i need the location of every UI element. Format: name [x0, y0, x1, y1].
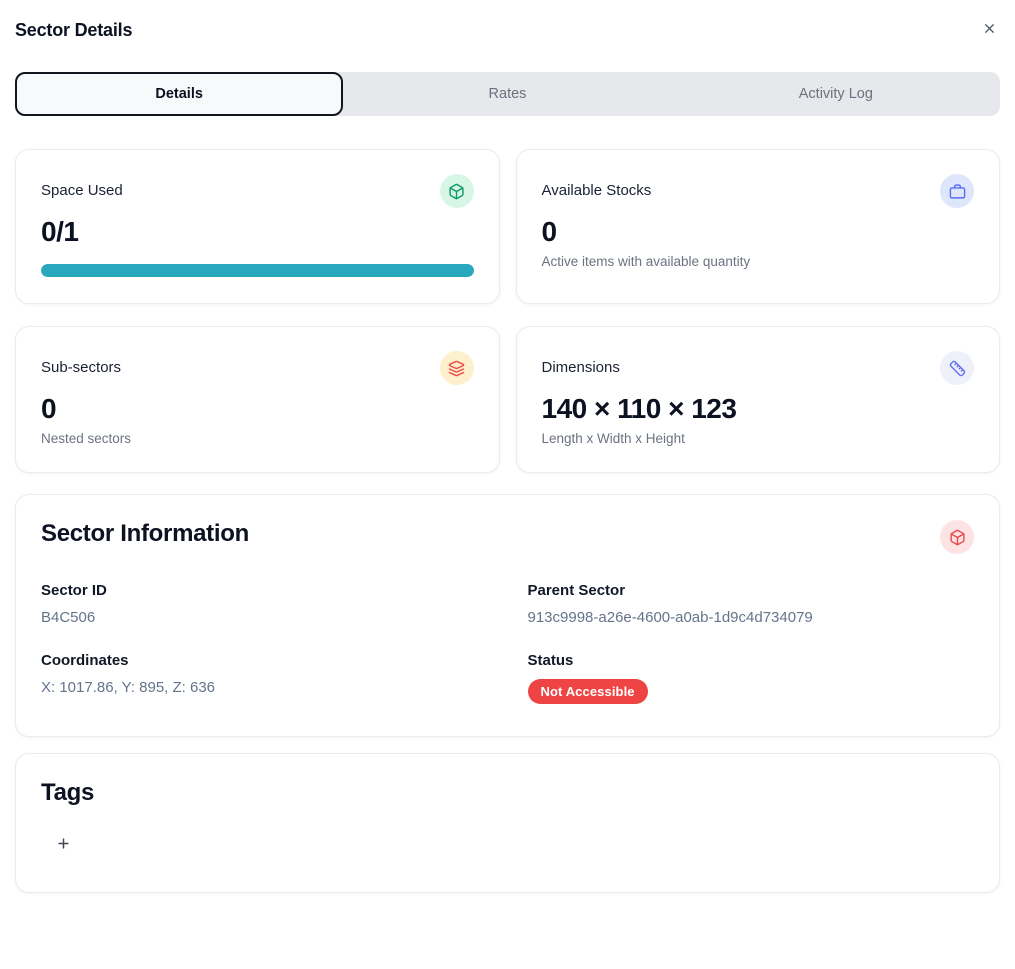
- field-status: Status Not Accessible: [527, 652, 975, 705]
- field-coordinates: Coordinates X: 1017.86, Y: 895, Z: 636: [41, 652, 488, 704]
- sector-information-fields: Sector ID B4C506 Parent Sector 913c9998-…: [41, 582, 975, 705]
- ruler-icon: [940, 351, 974, 386]
- available-stocks-subtitle: Active items with available quantity: [541, 254, 751, 270]
- tab-rates[interactable]: Rates: [343, 72, 671, 116]
- field-label: Sector ID: [41, 582, 107, 600]
- available-stocks-card: Available Stocks 0 Active items with ava…: [515, 149, 1000, 305]
- cube-icon: [940, 520, 974, 555]
- tab-bar: Details Rates Activity Log: [15, 72, 1000, 116]
- sub-sectors-value: 0: [41, 393, 57, 425]
- modal-header: Sector Details: [15, 20, 1000, 41]
- tags-heading: Tags: [41, 779, 95, 807]
- field-label: Status: [527, 652, 574, 670]
- field-label: Coordinates: [41, 652, 129, 670]
- field-value: X: 1017.86, Y: 895, Z: 636: [41, 679, 216, 697]
- stat-title-available-stocks: Available Stocks: [541, 182, 652, 199]
- space-used-value: 0/1: [41, 216, 79, 247]
- available-stocks-value: 0: [541, 216, 558, 247]
- field-value: 913c9998-a26e-4600-a0ab-1d9c4d734079: [527, 609, 813, 627]
- status-badge: Not Accessible: [527, 679, 648, 705]
- stat-title-dimensions: Dimensions: [541, 359, 620, 377]
- stat-title-sub-sectors: Sub-sectors: [41, 359, 122, 377]
- dimensions-value: 140 × 110 × 123: [541, 393, 737, 425]
- tab-activity-log[interactable]: Activity Log: [672, 72, 1000, 116]
- field-sector-id: Sector ID B4C506: [41, 582, 488, 626]
- stats-grid: Space Used 0/1 Available Stocks 0 Active…: [15, 149, 1000, 474]
- plus-icon: [56, 836, 71, 851]
- dimensions-subtitle: Length x Width x Height: [541, 431, 685, 447]
- add-tag-button[interactable]: [49, 829, 77, 857]
- sub-sectors-subtitle: Nested sectors: [41, 431, 132, 447]
- space-used-progress-fill: [41, 264, 474, 278]
- space-used-card: Space Used 0/1: [15, 149, 500, 305]
- field-value: B4C506: [41, 609, 96, 627]
- space-used-progress-bar: [41, 264, 474, 278]
- sub-sectors-card: Sub-sectors 0 Nested sectors: [15, 326, 500, 474]
- sector-information-card: Sector Information Sector ID B4C506 Pare…: [15, 494, 1000, 738]
- stat-title-space-used: Space Used: [41, 182, 123, 199]
- package-icon: [439, 174, 474, 208]
- close-icon: [982, 21, 997, 36]
- sector-details-modal: Sector Details Details Rates Activity Lo…: [15, 20, 1000, 894]
- sector-information-heading: Sector Information: [41, 520, 249, 548]
- briefcase-icon: [940, 174, 974, 208]
- field-label: Parent Sector: [527, 582, 626, 600]
- dimensions-card: Dimensions 140 × 110 × 123 Length x Widt…: [515, 326, 1000, 474]
- page-title: Sector Details: [15, 20, 133, 40]
- layers-icon: [439, 351, 474, 386]
- tab-details[interactable]: Details: [15, 72, 344, 116]
- tags-card: Tags: [15, 753, 1000, 894]
- close-button[interactable]: [975, 14, 1003, 42]
- field-parent-sector: Parent Sector 913c9998-a26e-4600-a0ab-1d…: [528, 582, 975, 626]
